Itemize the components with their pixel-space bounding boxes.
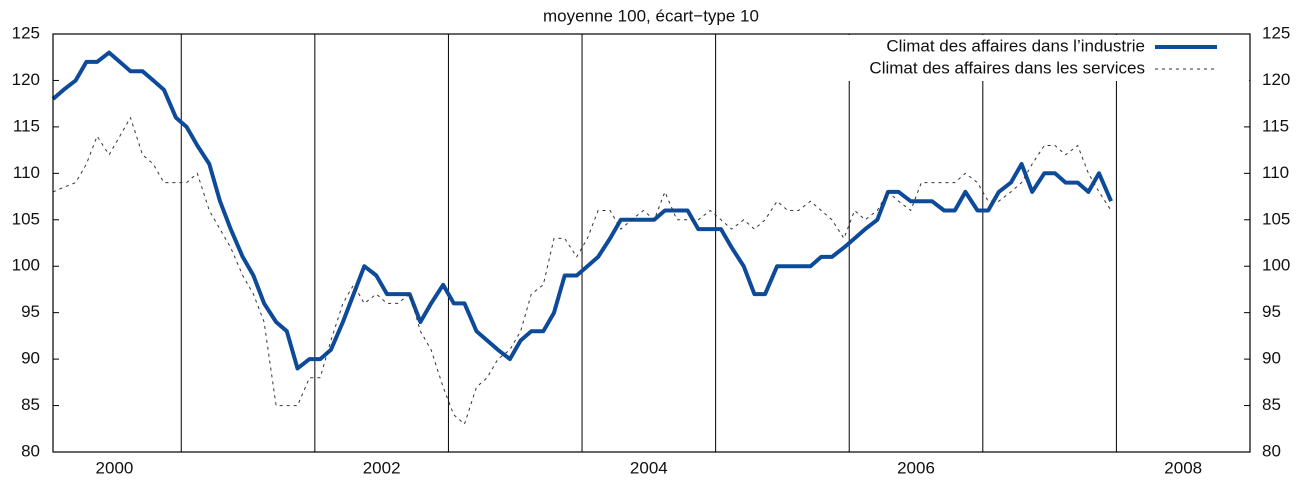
y2-tick-label: 120 [1262,70,1290,89]
chart-title: moyenne 100, écart−type 10 [543,6,759,25]
y2-tick-label: 105 [1262,209,1290,228]
y2-tick-label: 100 [1262,256,1290,275]
data-line [51,50,1113,371]
y2-tick-label: 115 [1262,116,1289,135]
y-tick-label: 125 [12,23,40,42]
legend-label: Climat des affaires dans l’industrie [886,36,1145,55]
y2-tick-label: 85 [1262,395,1281,414]
x-tick-label: 2004 [630,458,668,477]
y-tick-label: 90 [21,349,40,368]
x-tick-label: 2000 [96,458,134,477]
legend-label: Climat des affaires dans les services [869,58,1145,77]
y2-tick-label: 90 [1262,349,1281,368]
y-tick-label: 80 [21,441,40,460]
y-tick-label: 100 [12,256,40,275]
y-tick-label: 110 [13,163,40,182]
y2-tick-label: 125 [1262,23,1290,42]
y-tick-label: 120 [12,70,40,89]
y-tick-label: 105 [12,209,40,228]
data-line [52,117,1112,425]
x-tick-label: 2002 [363,458,401,477]
y2-tick-label: 95 [1262,302,1281,321]
y-tick-label: 115 [13,116,40,135]
y2-tick-label: 80 [1262,441,1281,460]
x-tick-label: 2008 [1164,458,1202,477]
y-tick-label: 95 [21,302,40,321]
legend-box [790,35,1249,81]
plot-frame [52,33,1251,453]
y-tick-label: 85 [21,395,40,414]
x-tick-label: 2006 [897,458,935,477]
y2-tick-label: 110 [1262,163,1289,182]
